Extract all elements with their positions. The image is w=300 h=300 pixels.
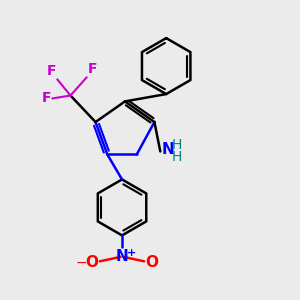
Text: N: N (116, 249, 128, 264)
Text: F: F (88, 62, 98, 76)
Text: H: H (171, 138, 182, 152)
Text: −: − (76, 256, 88, 270)
Text: F: F (41, 92, 51, 106)
Text: H: H (171, 150, 182, 164)
Text: +: + (127, 248, 136, 258)
Text: F: F (46, 64, 56, 78)
Text: N: N (162, 142, 175, 158)
Text: O: O (85, 255, 98, 270)
Text: O: O (146, 255, 159, 270)
